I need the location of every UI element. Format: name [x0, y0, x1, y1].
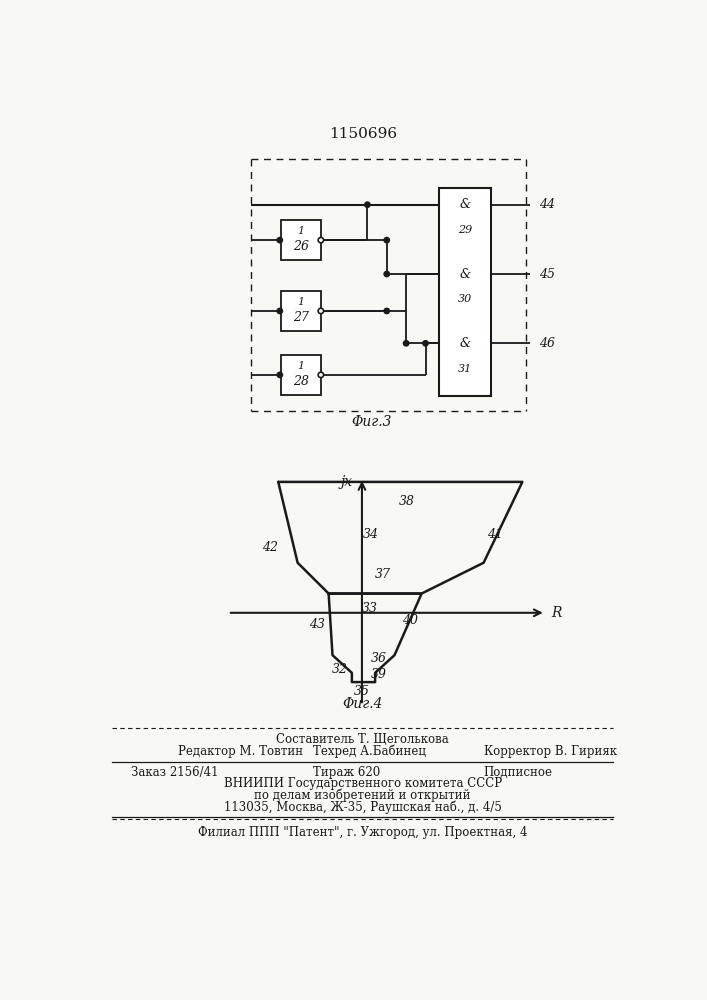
Text: 1150696: 1150696: [329, 127, 397, 141]
Text: 44: 44: [539, 198, 556, 211]
Bar: [281, 220, 321, 260]
Text: 34: 34: [363, 528, 379, 541]
Text: Подписное: Подписное: [484, 766, 553, 779]
Circle shape: [277, 372, 283, 378]
Text: Заказ 2156/41: Заказ 2156/41: [131, 766, 218, 779]
Circle shape: [365, 202, 370, 207]
Text: Филиал ППП "Патент", г. Ужгород, ул. Проектная, 4: Филиал ППП "Патент", г. Ужгород, ул. Про…: [198, 826, 527, 839]
Circle shape: [384, 308, 390, 314]
Text: 1: 1: [297, 297, 304, 307]
Text: 1: 1: [297, 226, 304, 236]
Text: 39: 39: [371, 668, 387, 681]
Text: 46: 46: [539, 337, 556, 350]
Text: 27: 27: [293, 311, 309, 324]
Text: 113035, Москва, Ж-35, Раушская наб., д. 4/5: 113035, Москва, Ж-35, Раушская наб., д. …: [224, 800, 502, 814]
Text: 32: 32: [332, 663, 349, 676]
Text: 40: 40: [402, 614, 418, 627]
Circle shape: [423, 341, 428, 346]
Bar: [281, 291, 321, 331]
Text: 38: 38: [398, 495, 414, 508]
Text: 33: 33: [362, 602, 378, 615]
Circle shape: [277, 308, 283, 314]
Circle shape: [318, 372, 324, 378]
Text: Φиг.4: Φиг.4: [342, 697, 383, 711]
Text: &: &: [460, 337, 471, 350]
Text: 1: 1: [297, 361, 304, 371]
Text: 29: 29: [458, 225, 472, 235]
Circle shape: [277, 237, 283, 243]
Text: 28: 28: [293, 375, 309, 388]
Text: Техред А.Бабинец: Техред А.Бабинец: [313, 745, 426, 758]
Text: 41: 41: [487, 528, 503, 541]
Text: Редактор М. Товтин: Редактор М. Товтин: [177, 745, 303, 758]
Text: Корректор В. Гирияк: Корректор В. Гирияк: [484, 745, 617, 758]
Text: &: &: [460, 198, 471, 211]
Text: ВНИИПИ Государственного комитета СССР: ВНИИПИ Государственного комитета СССР: [223, 777, 502, 790]
Text: 43: 43: [309, 618, 325, 631]
Text: 37: 37: [375, 568, 391, 581]
Text: &: &: [460, 267, 471, 280]
Text: 36: 36: [371, 652, 387, 666]
Bar: [281, 355, 321, 395]
Text: 30: 30: [458, 294, 472, 304]
Text: 26: 26: [293, 240, 309, 253]
Circle shape: [384, 271, 390, 277]
Text: по делам изобретений и открытий: по делам изобретений и открытий: [255, 789, 471, 802]
Text: Тираж 620: Тираж 620: [313, 766, 380, 779]
Text: jx: jx: [341, 475, 353, 489]
Text: 31: 31: [458, 364, 472, 374]
Circle shape: [384, 237, 390, 243]
Circle shape: [318, 308, 324, 314]
Text: Составитель Т. Щеголькова: Составитель Т. Щеголькова: [276, 733, 449, 746]
Circle shape: [318, 237, 324, 243]
Text: 45: 45: [539, 267, 556, 280]
Text: 42: 42: [262, 541, 279, 554]
Text: Φиг.3: Φиг.3: [351, 415, 392, 429]
Circle shape: [404, 341, 409, 346]
Text: R: R: [551, 606, 561, 620]
Bar: [438, 188, 491, 396]
Text: 35: 35: [354, 685, 370, 698]
